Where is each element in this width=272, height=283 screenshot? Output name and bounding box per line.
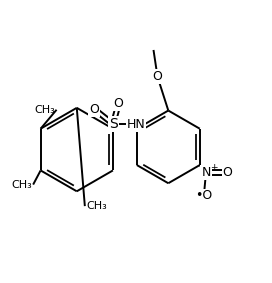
Text: O: O bbox=[222, 166, 233, 179]
Text: •O: •O bbox=[195, 189, 212, 202]
Text: +: + bbox=[210, 163, 217, 172]
Text: CH₃: CH₃ bbox=[11, 180, 32, 190]
Text: CH₃: CH₃ bbox=[35, 105, 55, 115]
Text: S: S bbox=[109, 117, 118, 131]
Text: CH₃: CH₃ bbox=[86, 201, 107, 211]
Text: O: O bbox=[114, 97, 123, 110]
Text: O: O bbox=[89, 103, 99, 116]
Text: O: O bbox=[153, 70, 162, 83]
Text: N: N bbox=[201, 166, 211, 179]
Text: HN: HN bbox=[127, 117, 145, 130]
